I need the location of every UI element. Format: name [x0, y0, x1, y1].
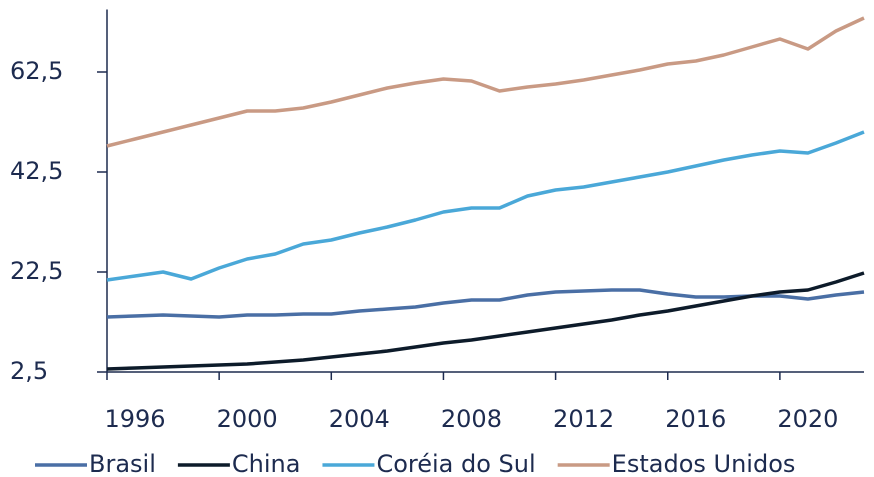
- legend-label: China: [232, 450, 301, 477]
- x-tick-label: 2020: [777, 405, 838, 433]
- legend-label: Estados Unidos: [612, 450, 796, 477]
- x-tick-label: 2012: [553, 405, 614, 433]
- legend-label: Brasil: [89, 450, 156, 477]
- x-tick-label: 2004: [329, 405, 390, 433]
- y-tick-label: 62,5: [10, 57, 63, 85]
- series-line: [106, 271, 865, 371]
- series-line: [106, 16, 865, 148]
- legend-label: Coréia do Sul: [376, 450, 535, 477]
- x-tick-label: 2008: [441, 405, 502, 433]
- y-tick-label: 2,5: [10, 357, 48, 385]
- x-tick-label: 2016: [665, 405, 726, 433]
- y-tick-label: 22,5: [10, 257, 63, 285]
- y-tick-label: 42,5: [10, 157, 63, 185]
- x-tick-label: 2000: [217, 405, 278, 433]
- series-line: [106, 288, 865, 319]
- series-line: [106, 130, 865, 282]
- x-tick-label: 1996: [104, 405, 165, 433]
